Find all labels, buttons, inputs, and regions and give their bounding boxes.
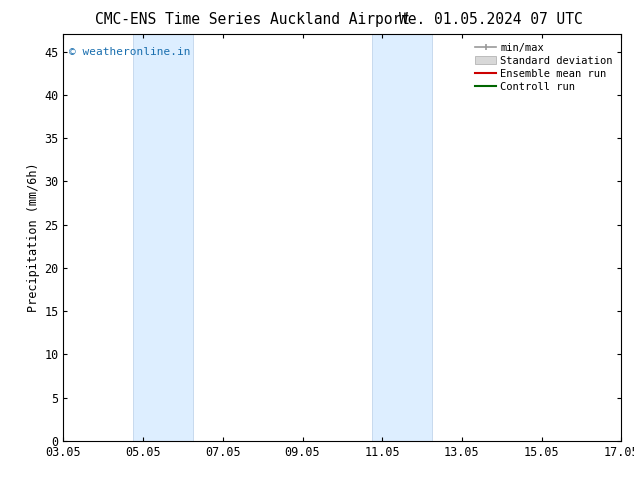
Bar xyxy=(372,34,432,441)
Y-axis label: Precipitation (mm/6h): Precipitation (mm/6h) xyxy=(27,163,40,313)
Legend: min/max, Standard deviation, Ensemble mean run, Controll run: min/max, Standard deviation, Ensemble me… xyxy=(472,40,616,95)
Text: © weatheronline.in: © weatheronline.in xyxy=(69,47,190,56)
Text: CMC-ENS Time Series Auckland Airport: CMC-ENS Time Series Auckland Airport xyxy=(95,12,410,27)
Text: We. 01.05.2024 07 UTC: We. 01.05.2024 07 UTC xyxy=(399,12,583,27)
Bar xyxy=(133,34,193,441)
